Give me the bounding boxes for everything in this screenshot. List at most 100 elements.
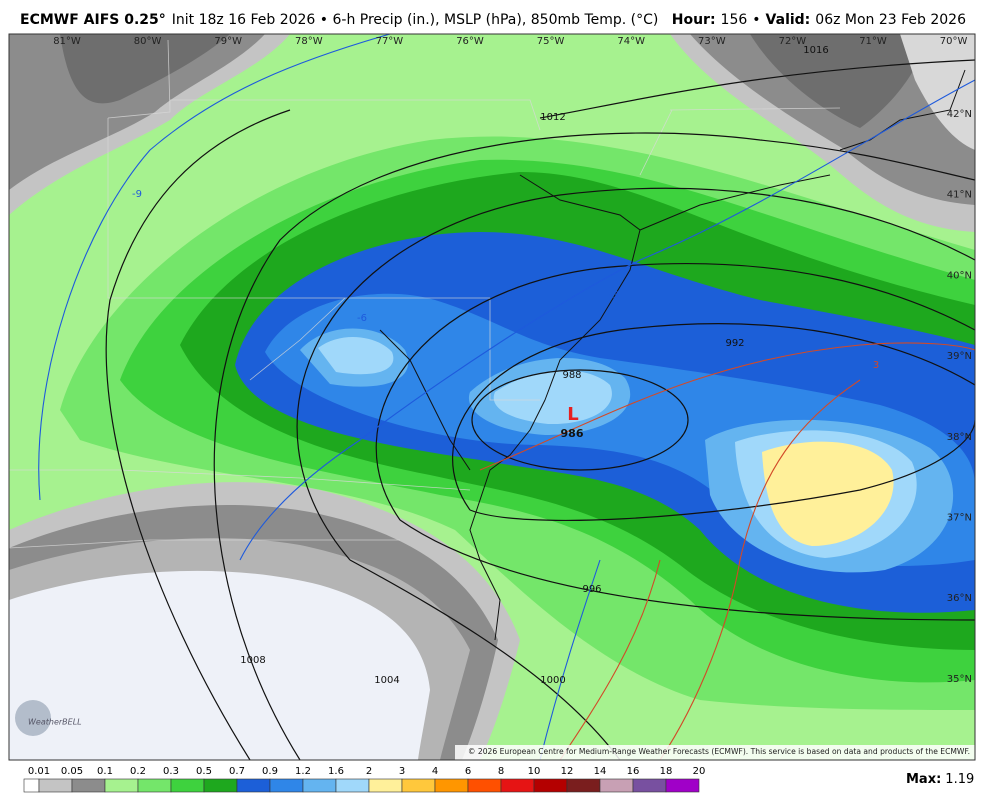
low-pressure: 986 [561,427,584,440]
legend-label: 8 [498,766,504,777]
legend-label: 14 [594,766,607,777]
latitude-label: 41°N [947,190,972,201]
legend-swatch [500,778,535,793]
legend-swatch [137,778,172,793]
boundary [9,39,841,549]
latitude-label: 38°N [947,432,972,443]
legend-label: 0.9 [262,766,278,777]
isobar [213,132,975,760]
temperature-contour [38,34,975,760]
legend-swatch [203,778,238,793]
temp-label: -6 [357,313,367,324]
isobar [452,323,975,522]
longitude-label: 77°W [376,36,404,47]
isobar-label: 1004 [374,675,399,686]
temp-label: 3 [873,360,879,371]
longitude-label: 75°W [537,36,565,47]
legend-label: 2 [366,766,372,777]
legend-swatch [71,778,106,793]
legend: 0.01 0.05 0.1 0.2 0.3 0.5 0.7 0.9 1.2 1.6 2 3 4 6 8 10 1… [23,766,706,793]
legend-swatch [533,778,568,793]
legend-label: 0.3 [163,766,179,777]
legend-label: 3 [399,766,405,777]
isobar-label: 1000 [540,675,565,686]
legend-label: 12 [561,766,574,777]
dry-area [9,570,430,760]
description: Init 18z 16 Feb 2026 • 6-h Precip (in.),… [172,12,659,28]
separator: • [752,12,760,28]
isobar-label: 1016 [803,45,828,56]
hour-label: Hour: [672,12,716,28]
map-frame [8,33,976,761]
legend-label: 16 [627,766,640,777]
isobar-label: 1008 [240,655,265,666]
latitude-label: 39°N [947,351,972,362]
model: ECMWF AIFS 0.25° [20,12,166,28]
precip-area [762,441,894,546]
latitude-label: 35°N [947,674,972,685]
longitude-label: 80°W [134,36,162,47]
valid-label: Valid: [766,12,811,28]
legend-label: 0.1 [97,766,113,777]
legend-swatch [566,778,601,793]
isobar [471,369,689,471]
dry-area [60,34,230,104]
isobar-label: 992 [725,338,744,349]
legend-label: 6 [465,766,471,777]
logo-icon [15,700,51,736]
low-marker: L [567,404,578,425]
legend-swatch [38,778,73,793]
longitude-label: 71°W [859,36,887,47]
temp-label: -9 [132,189,142,200]
max: Max: 1.19 [906,772,974,787]
header-right: Hour: 156 • Valid: 06z Mon 23 Feb 2026 [672,12,966,28]
hour: 156 [721,12,748,28]
legend-swatch [434,778,469,793]
isobar-label: 996 [582,584,601,595]
max-value: 1.19 [945,772,974,787]
legend-label: 18 [660,766,673,777]
legend-label: 0.7 [229,766,245,777]
copyright: © 2026 European Centre for Medium-Range … [468,747,970,756]
legend-swatch [335,778,370,793]
longitude-label: 74°W [617,36,645,47]
legend-swatch [104,778,139,793]
legend-label: 0.2 [130,766,146,777]
legend-label: 20 [693,766,706,777]
temperature-contour [479,342,975,760]
legend-label: 1.2 [295,766,311,777]
valid: 06z Mon 23 Feb 2026 [815,12,966,28]
legend-swatch [467,778,502,793]
legend-label: 4 [432,766,438,777]
longitude-label: 78°W [295,36,323,47]
longitude-label: 73°W [698,36,726,47]
legend-label: 1.6 [328,766,344,777]
dry-area [750,34,930,128]
logo: WeatherBELL [28,718,82,727]
longitude-label: 70°W [940,36,968,47]
legend-label: 10 [528,766,541,777]
latitude-label: 42°N [947,109,972,120]
legend-swatch [401,778,436,793]
isobar-label: 988 [562,370,581,381]
longitude-label: 79°W [214,36,242,47]
latitude-label: 36°N [947,593,972,604]
max-label: Max: [906,772,941,787]
legend-swatch [170,778,205,793]
precip-area [318,336,917,558]
map: 1016 1012 992 988 1008 1004 1000 996 L 9… [8,33,976,761]
isobar-label: 1012 [540,112,565,123]
legend-swatch [269,778,304,793]
header-left: ECMWF AIFS 0.25° Init 18z 16 Feb 2026 • 6… [20,12,658,28]
legend-swatch [23,778,40,793]
isobar [296,187,975,760]
latitude-label: 37°N [947,513,972,524]
isobar [375,263,975,621]
longitude-label: 81°W [53,36,81,47]
legend-swatch [665,778,700,793]
legend-label: 0.01 [28,766,50,777]
legend-label: 0.5 [196,766,212,777]
legend-swatch [632,778,667,793]
legend-swatch [236,778,271,793]
legend-swatch [368,778,403,793]
